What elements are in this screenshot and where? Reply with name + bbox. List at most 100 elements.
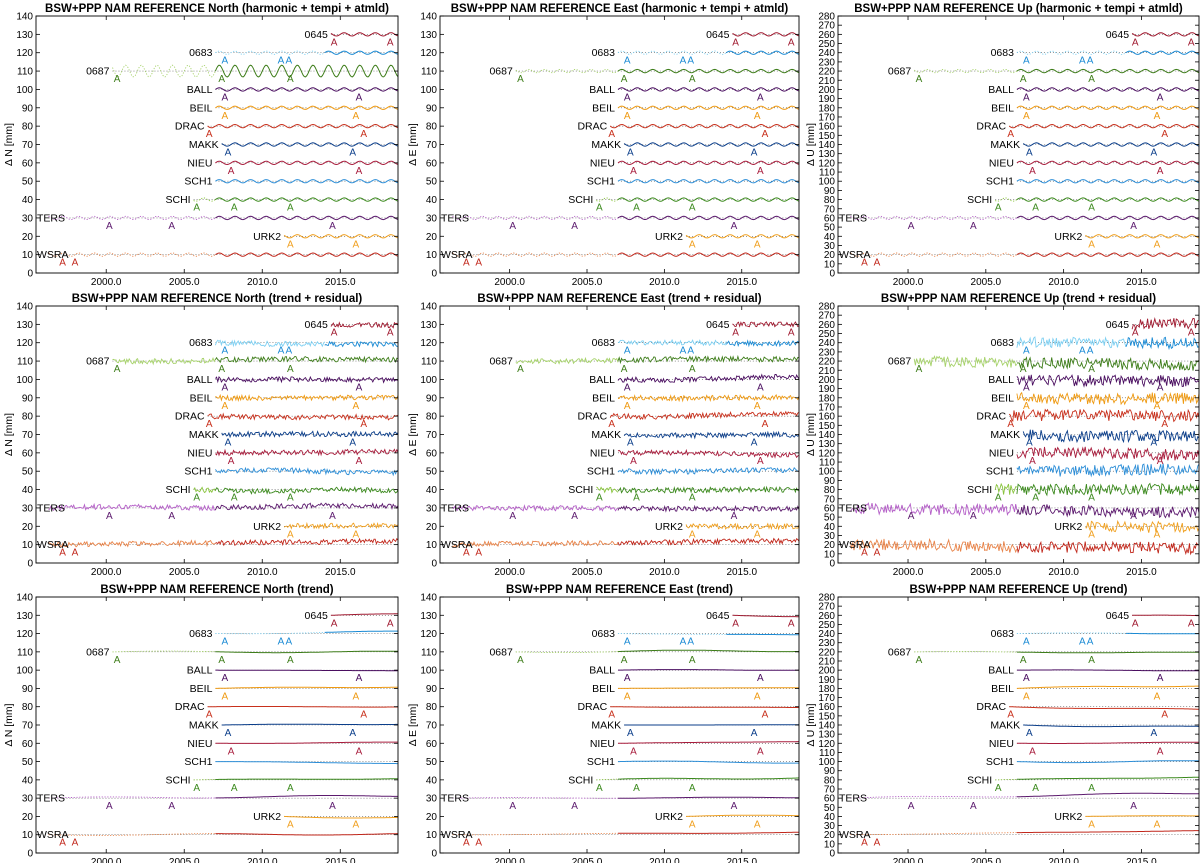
event-marker: A	[221, 56, 228, 67]
y-tick-label: 130	[16, 611, 33, 622]
x-tick-label: 2010.0	[247, 277, 278, 288]
event-marker: A	[228, 456, 235, 467]
event-marker: A	[1157, 673, 1164, 684]
series-line-wsra	[1016, 540, 1199, 556]
series-group	[850, 614, 1199, 836]
event-marker: A	[1151, 728, 1158, 739]
event-marker: A	[221, 401, 228, 412]
event-marker: A	[630, 456, 637, 467]
event-marker: A	[1023, 111, 1030, 122]
y-tick-label: 40	[426, 775, 438, 786]
y-tick-label: 120	[16, 629, 33, 640]
event-marker: A	[353, 239, 360, 250]
event-marker: A	[732, 37, 739, 48]
series-line-0645	[330, 32, 398, 37]
y-tick-label: 40	[22, 775, 34, 786]
y-tick-label: 120	[16, 338, 33, 349]
event-marker: A	[687, 56, 694, 67]
event-marker: A	[287, 239, 294, 250]
x-tick-label: 2010.0	[247, 567, 278, 578]
station-label-nieu: NIEU	[187, 738, 212, 750]
event-marker: A	[1007, 710, 1014, 721]
y-tick-label: 40	[824, 812, 836, 823]
x-tick-label: 2005.0	[169, 857, 200, 863]
series-line-ters	[452, 797, 618, 799]
event-marker: A	[356, 166, 363, 177]
event-marker: A	[1023, 637, 1030, 648]
station-label-ters: TERS	[839, 793, 867, 805]
series-line-makk	[623, 142, 799, 147]
series-line-makk	[221, 430, 398, 439]
series-line-urk2	[685, 234, 799, 239]
x-tick-label: 2010.0	[1048, 857, 1079, 863]
series-line-0687	[913, 355, 1018, 369]
station-label-ball: BALL	[589, 84, 615, 96]
y-tick-label: 280	[818, 12, 835, 23]
y-tick-label: 70	[426, 430, 438, 441]
y-tick-label: 30	[824, 241, 836, 252]
event-marker: A	[1161, 419, 1168, 430]
event-marker: A	[861, 258, 868, 269]
chart-title: BSW+PPP NAM REFERENCE East (trend + resi…	[477, 293, 761, 305]
station-label-sch1: SCH1	[986, 466, 1014, 478]
event-marker: A	[1020, 655, 1027, 666]
event-marker: A	[1130, 511, 1137, 522]
series-line-0683	[215, 50, 325, 55]
station-label-wsra: WSRA	[441, 539, 473, 551]
event-marker: A	[287, 819, 294, 830]
event-marker: A	[1132, 618, 1139, 629]
station-label-ters: TERS	[839, 212, 867, 224]
y-tick-label: 10	[426, 830, 438, 841]
event-marker: A	[680, 346, 687, 357]
series-line-0683	[324, 630, 398, 633]
series-line-wsra	[1016, 252, 1199, 257]
event-marker: A	[754, 691, 761, 702]
event-marker: A	[221, 92, 228, 103]
y-tick-label: 30	[22, 213, 34, 224]
series-line-ters	[452, 215, 619, 221]
event-marker: A	[1088, 74, 1095, 85]
y-tick-label: 130	[420, 320, 437, 331]
chart-panel-3: BSW+PPP NAM REFERENCE Up (harmonic + tem…	[805, 3, 1200, 288]
event-marker: A	[633, 493, 640, 504]
event-marker: A	[1154, 401, 1161, 412]
y-tick-label: 250	[818, 329, 835, 340]
event-marker: A	[627, 728, 634, 739]
event-marker: A	[1023, 691, 1030, 702]
event-marker: A	[608, 129, 615, 140]
station-label-beil: BEIL	[991, 392, 1014, 404]
series-line-urk2	[1085, 519, 1199, 534]
station-label-wsra: WSRA	[37, 829, 69, 841]
y-tick-label: 140	[16, 593, 33, 604]
station-label-ters: TERS	[37, 212, 65, 224]
station-label-0683: 0683	[991, 337, 1015, 349]
y-tick-label: 0	[27, 849, 33, 860]
event-marker: A	[689, 529, 696, 540]
event-marker: A	[916, 655, 923, 666]
x-tick-label: 2000.0	[91, 277, 122, 288]
station-label-wsra: WSRA	[441, 829, 473, 841]
event-marker: A	[916, 74, 923, 85]
y-tick-label: 80	[824, 195, 836, 206]
event-marker: A	[1079, 346, 1086, 357]
series-line-schi	[994, 482, 1017, 495]
station-label-drac: DRAC	[577, 411, 607, 423]
event-marker: A	[1023, 382, 1030, 393]
event-marker: A	[287, 203, 294, 214]
event-marker: A	[206, 129, 213, 140]
event-marker: A	[874, 258, 881, 269]
series-line-drac	[1008, 408, 1199, 423]
event-marker: A	[1079, 637, 1086, 648]
station-label-beil: BEIL	[592, 102, 615, 114]
event-marker: A	[757, 166, 764, 177]
series-line-wsra	[849, 538, 1018, 554]
x-tick-label: 2015.0	[1126, 857, 1157, 863]
event-marker: A	[1087, 346, 1094, 357]
y-tick-label: 60	[426, 158, 438, 169]
event-marker: A	[193, 203, 200, 214]
station-label-ball: BALL	[589, 374, 615, 386]
chart-title: BSW+PPP NAM REFERENCE North (trend + res…	[72, 293, 363, 305]
station-label-drac: DRAC	[577, 121, 607, 133]
event-marker: A	[349, 148, 356, 159]
y-tick-label: 100	[420, 666, 437, 677]
